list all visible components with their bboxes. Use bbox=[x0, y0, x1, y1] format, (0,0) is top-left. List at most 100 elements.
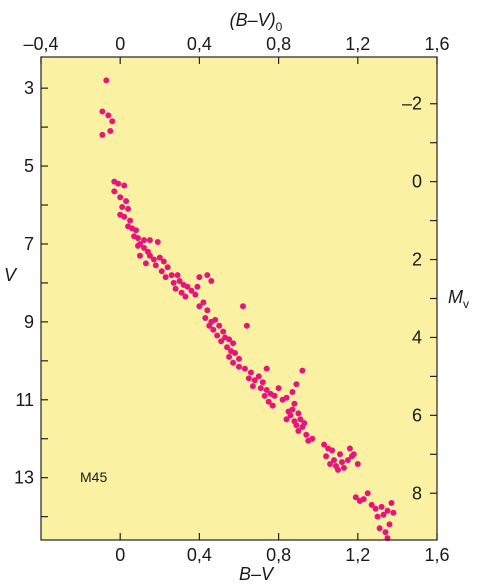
left-axis-title: V bbox=[4, 265, 18, 285]
data-point bbox=[141, 244, 147, 251]
data-point bbox=[174, 272, 181, 279]
data-point bbox=[265, 398, 272, 405]
data-point bbox=[380, 511, 387, 518]
data-point bbox=[224, 344, 231, 351]
data-point bbox=[295, 410, 302, 417]
data-point bbox=[188, 287, 195, 294]
data-point bbox=[184, 283, 191, 290]
data-point bbox=[249, 383, 256, 390]
data-point bbox=[196, 303, 203, 310]
data-point bbox=[269, 402, 276, 409]
data-point bbox=[172, 285, 179, 292]
data-point bbox=[226, 336, 233, 343]
data-points bbox=[99, 77, 397, 542]
data-point bbox=[346, 445, 353, 452]
data-point bbox=[154, 239, 161, 245]
data-point bbox=[123, 198, 130, 205]
data-point bbox=[109, 118, 116, 125]
data-point bbox=[212, 316, 219, 323]
data-point bbox=[194, 283, 201, 290]
x-top-tick-label: 0,8 bbox=[266, 34, 291, 54]
x-bottom-tick-label: 0,8 bbox=[266, 545, 291, 565]
x-top-tick-label: 0 bbox=[115, 34, 125, 54]
data-point bbox=[360, 496, 367, 503]
cluster-label: M45 bbox=[80, 469, 107, 485]
y-left-tick-label: 9 bbox=[24, 312, 34, 332]
y-left-tick-label: 13 bbox=[14, 468, 34, 488]
data-point bbox=[162, 274, 169, 281]
data-point bbox=[170, 279, 177, 286]
data-point bbox=[352, 494, 359, 501]
data-point bbox=[350, 451, 357, 458]
data-point bbox=[164, 264, 171, 271]
data-point bbox=[339, 459, 345, 466]
data-point bbox=[321, 441, 328, 448]
data-point bbox=[337, 451, 343, 458]
data-point bbox=[178, 289, 185, 296]
data-point bbox=[275, 385, 282, 392]
x-top-tick-label: –0,4 bbox=[23, 34, 58, 54]
y-right-tick-label: 0 bbox=[412, 172, 422, 192]
data-point bbox=[291, 400, 298, 407]
data-point bbox=[135, 235, 141, 242]
data-point bbox=[216, 322, 223, 329]
data-point bbox=[289, 406, 296, 413]
data-point bbox=[263, 365, 270, 372]
y-right-tick-label: 8 bbox=[412, 483, 422, 503]
data-point bbox=[204, 307, 211, 314]
data-point bbox=[247, 369, 254, 376]
data-point bbox=[214, 332, 221, 339]
data-point bbox=[117, 194, 124, 201]
data-point bbox=[297, 416, 304, 423]
data-point bbox=[176, 278, 183, 284]
data-point bbox=[152, 262, 159, 269]
data-point bbox=[299, 367, 306, 374]
data-point bbox=[206, 322, 213, 329]
data-point bbox=[121, 182, 128, 189]
data-point bbox=[243, 322, 250, 329]
y-right-tick-label: 4 bbox=[412, 327, 422, 347]
data-point bbox=[105, 112, 112, 119]
y-left-tick-label: 7 bbox=[24, 234, 34, 254]
data-point bbox=[354, 461, 361, 467]
y-left-tick-label: 5 bbox=[24, 156, 34, 176]
data-point bbox=[150, 256, 157, 263]
data-point bbox=[99, 108, 106, 115]
x-bottom-tick-label: 0,4 bbox=[187, 545, 212, 565]
data-point bbox=[146, 252, 153, 259]
data-point bbox=[329, 447, 336, 454]
data-point bbox=[115, 180, 122, 187]
data-point bbox=[259, 379, 266, 386]
top-axis-title: (B–V)0 bbox=[230, 10, 283, 34]
data-point bbox=[382, 529, 389, 536]
data-point bbox=[232, 350, 238, 356]
data-point bbox=[99, 131, 106, 138]
data-point bbox=[372, 505, 379, 512]
data-point bbox=[146, 237, 153, 244]
data-point bbox=[125, 205, 132, 212]
y-right-tick-label: 6 bbox=[412, 405, 422, 425]
data-point bbox=[119, 204, 126, 210]
data-point bbox=[378, 503, 385, 510]
data-point bbox=[390, 509, 397, 516]
data-point bbox=[230, 359, 237, 366]
tick-labels: 0 0,4 0,8 1,2 1,6 –0,4 0 0,4 0,8 1,2 1,6 3 5 7 9 11 13 –2… bbox=[14, 34, 450, 565]
data-point bbox=[344, 457, 351, 464]
data-point bbox=[340, 464, 347, 471]
data-point bbox=[271, 392, 278, 399]
data-point bbox=[364, 490, 371, 497]
data-point bbox=[236, 363, 242, 370]
data-point bbox=[386, 521, 393, 528]
data-point bbox=[309, 435, 316, 442]
data-point bbox=[168, 272, 175, 279]
y-left-tick-label: 3 bbox=[24, 78, 34, 98]
y-left-tick-label: 11 bbox=[15, 390, 34, 410]
data-point bbox=[384, 507, 391, 514]
data-point bbox=[111, 188, 118, 195]
data-point bbox=[156, 254, 163, 261]
data-point bbox=[251, 377, 258, 384]
data-point bbox=[192, 291, 199, 298]
data-point bbox=[263, 387, 270, 393]
data-point bbox=[135, 242, 141, 249]
